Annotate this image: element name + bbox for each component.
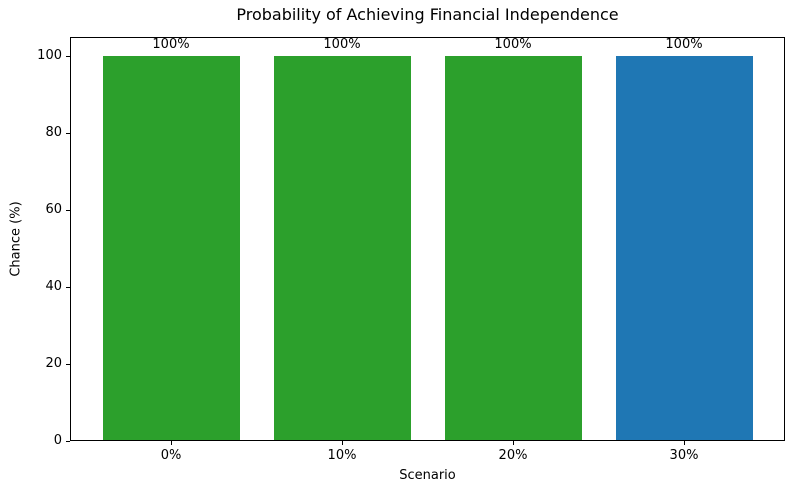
bar-value-label: 100%	[323, 37, 361, 52]
bar	[616, 56, 753, 440]
y-tick-mark	[66, 210, 70, 211]
y-tick-label: 80	[45, 125, 62, 140]
y-tick-label: 60	[45, 202, 62, 217]
bar	[274, 56, 411, 440]
y-tick-mark	[66, 133, 70, 134]
chart-title: Probability of Achieving Financial Indep…	[236, 5, 619, 24]
y-tick-label: 20	[45, 356, 62, 371]
bar	[445, 56, 582, 440]
x-tick-label: 30%	[669, 448, 699, 463]
y-tick-label: 100	[37, 48, 62, 63]
y-tick-label: 0	[53, 433, 62, 448]
bar-value-label: 100%	[665, 37, 703, 52]
bar-value-label: 100%	[494, 37, 532, 52]
bar-value-label: 100%	[152, 37, 190, 52]
y-tick-mark	[66, 441, 70, 442]
x-axis-label: Scenario	[399, 468, 456, 483]
x-tick-mark	[684, 441, 685, 445]
bar	[103, 56, 240, 440]
y-tick-label: 40	[45, 279, 62, 294]
x-tick-label: 0%	[160, 448, 182, 463]
x-tick-label: 10%	[327, 448, 357, 463]
x-tick-label: 20%	[498, 448, 528, 463]
y-tick-mark	[66, 56, 70, 57]
x-tick-mark	[171, 441, 172, 445]
y-tick-mark	[66, 287, 70, 288]
x-tick-mark	[342, 441, 343, 445]
x-tick-mark	[513, 441, 514, 445]
y-tick-mark	[66, 364, 70, 365]
